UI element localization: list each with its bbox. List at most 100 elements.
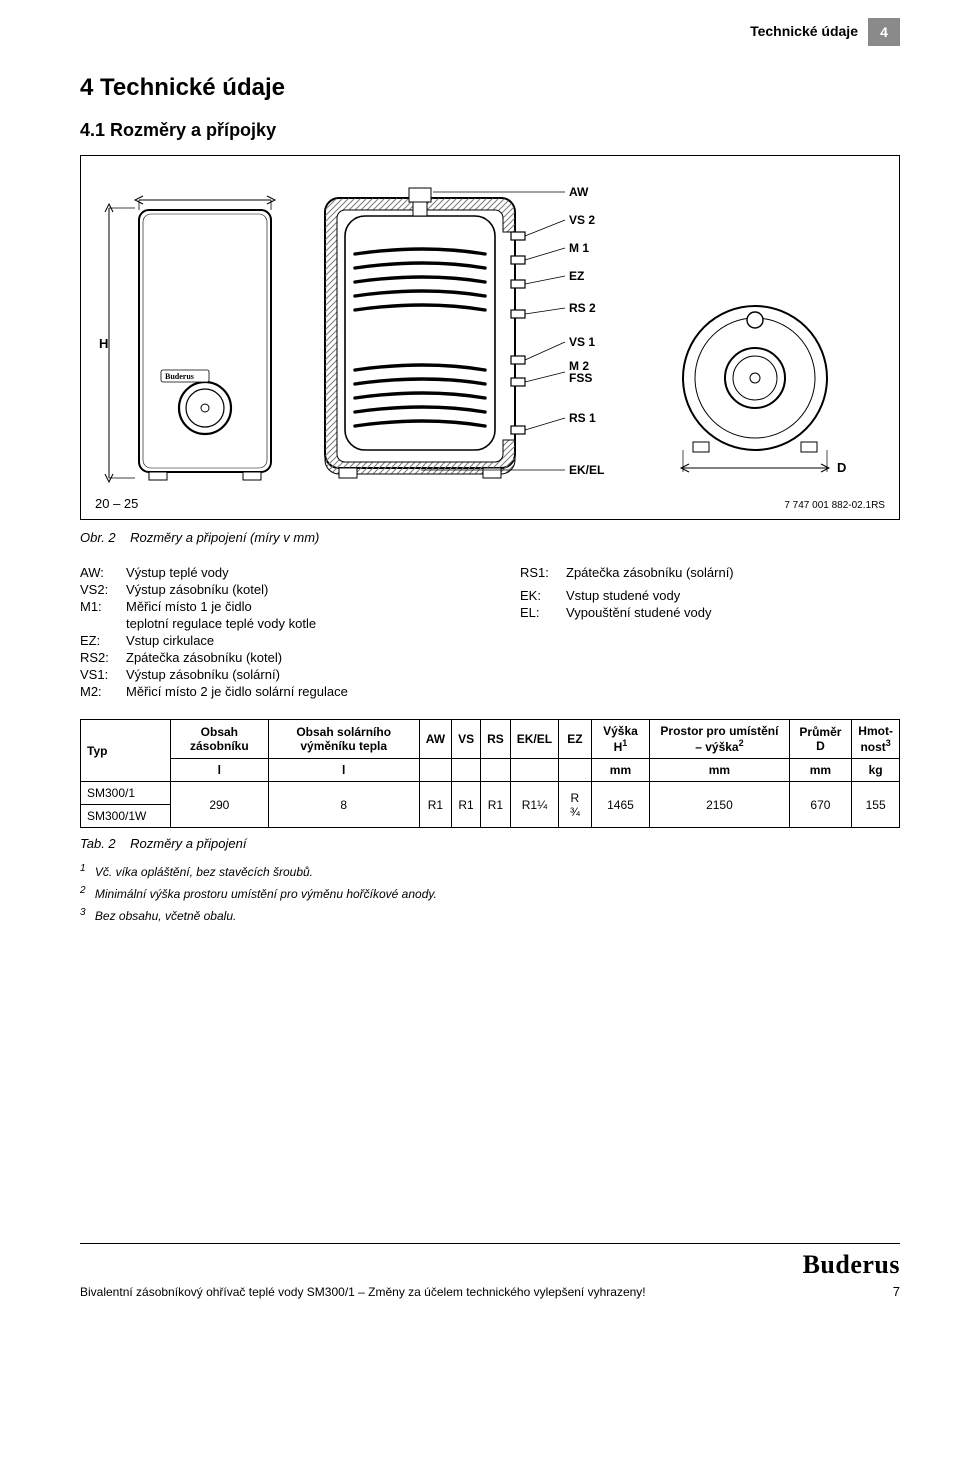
legend-key: RS1: (520, 565, 566, 580)
legend-row: EK:Vstup studené vody (520, 588, 900, 603)
table-cell: 670 (789, 782, 852, 828)
table-unit (481, 759, 511, 782)
legend-value: teplotní regulace teplé vody kotle (126, 616, 316, 631)
table-header: AW (419, 720, 451, 759)
legend-key: VS2: (80, 582, 126, 597)
table-unit (559, 759, 592, 782)
legend-key: RS2: (80, 650, 126, 665)
legend: AW:Výstup teplé vodyVS2:Výstup zásobníku… (80, 563, 900, 701)
legend-row: EZ:Vstup cirkulace (80, 633, 460, 648)
footnote: 1 Vč. víka opláštění, bez stavěcích šrou… (80, 863, 900, 879)
footer-line: Bivalentní zásobníkový ohřívač teplé vod… (80, 1285, 646, 1299)
figure-caption: Obr. 2 Rozměry a připojení (míry v mm) (80, 530, 900, 545)
table-header: VS (452, 720, 481, 759)
brand-plate: Buderus (165, 372, 194, 381)
label-VS1: VS 1 (569, 335, 595, 349)
legend-value: Měřicí místo 1 je čidlo (126, 599, 252, 614)
figure-id-text: 7 747 001 882-02.1RS (784, 500, 885, 511)
header-title: Technické údaje (750, 18, 868, 46)
page-footer: Bivalentní zásobníkový ohřívač teplé vod… (80, 1243, 900, 1299)
legend-row: M1:Měřicí místo 1 je čidlo (80, 599, 460, 614)
legend-value: Výstup zásobníku (solární) (126, 667, 280, 682)
table-header: Průměr D (789, 720, 852, 759)
figure-bottom-dim: 20 – 25 (95, 496, 138, 511)
diagram-top-view: D (665, 290, 855, 490)
table-cell: R ¾ (559, 782, 592, 828)
legend-key: M2: (80, 684, 126, 699)
table-unit: mm (591, 759, 650, 782)
label-AW: AW (569, 185, 589, 199)
legend-value: Výstup teplé vody (126, 565, 229, 580)
legend-row: VS2:Výstup zásobníku (kotel) (80, 582, 460, 597)
table-cell: 155 (852, 782, 900, 828)
label-EKEL: EK/EL (569, 463, 604, 477)
legend-key: M1: (80, 599, 126, 614)
table-unit (510, 759, 558, 782)
table-cell: R1 (481, 782, 511, 828)
table-cell: 8 (268, 782, 419, 828)
table-cell-typ: SM300/1W (81, 805, 171, 828)
legend-key: EK: (520, 588, 566, 603)
label-D: D (837, 460, 846, 475)
table-header: EZ (559, 720, 592, 759)
legend-value: Vstup cirkulace (126, 633, 214, 648)
figure-caption-lead: Obr. 2 (80, 530, 116, 545)
table-unit: mm (650, 759, 789, 782)
table-cell: 1465 (591, 782, 650, 828)
table-unit: l (171, 759, 269, 782)
figure-container: H Buderus (80, 155, 900, 520)
table-cell: R1 (419, 782, 451, 828)
legend-key: EL: (520, 605, 566, 620)
section-heading: 4 Technické údaje (80, 74, 900, 102)
legend-row: VS1:Výstup zásobníku (solární) (80, 667, 460, 682)
footer-brand: Buderus (803, 1250, 900, 1280)
legend-row: RS1:Zpátečka zásobníku (solární) (520, 565, 900, 580)
label-H: H (99, 336, 108, 351)
table-header: Obsah zásobníku (171, 720, 269, 759)
legend-value: Vypouštění studené vody (566, 605, 712, 620)
footnote: 2 Minimální výška prostoru umístění pro … (80, 885, 900, 901)
legend-row: AW:Výstup teplé vody (80, 565, 460, 580)
table-cell: R1 (452, 782, 481, 828)
table-header: Výška H1 (591, 720, 650, 759)
table-caption-lead: Tab. 2 (80, 836, 116, 851)
table-header: Hmot-nost3 (852, 720, 900, 759)
label-EZ: EZ (569, 269, 584, 283)
legend-row: RS2:Zpátečka zásobníku (kotel) (80, 650, 460, 665)
legend-key: VS1: (80, 667, 126, 682)
table-caption-text: Rozměry a připojení (130, 836, 246, 851)
table-cell: R1¼ (510, 782, 558, 828)
subsection-heading: 4.1 Rozměry a přípojky (80, 120, 900, 141)
footnotes: 1 Vč. víka opláštění, bez stavěcích šrou… (80, 863, 900, 923)
legend-row: EL:Vypouštění studené vody (520, 605, 900, 620)
legend-key (80, 616, 126, 631)
legend-value: Vstup studené vody (566, 588, 680, 603)
table-header: Typ (81, 720, 171, 782)
table-unit: l (268, 759, 419, 782)
legend-value: Výstup zásobníku (kotel) (126, 582, 268, 597)
table-header: Obsah solárního výměníku tepla (268, 720, 419, 759)
legend-key: AW: (80, 565, 126, 580)
legend-value: Zpátečka zásobníku (solární) (566, 565, 734, 580)
table-header: RS (481, 720, 511, 759)
legend-key: EZ: (80, 633, 126, 648)
header-chapter-number: 4 (868, 18, 900, 46)
legend-value: Zpátečka zásobníku (kotel) (126, 650, 282, 665)
table-header: Prostor pro umístění – výška2 (650, 720, 789, 759)
footer-page-number: 7 (803, 1284, 900, 1299)
legend-row: M2:Měřicí místo 2 je čidlo solární regul… (80, 684, 460, 699)
legend-row: teplotní regulace teplé vody kotle (80, 616, 460, 631)
table-unit (452, 759, 481, 782)
label-M1: M 1 (569, 241, 589, 255)
table-unit: mm (789, 759, 852, 782)
label-FSS: FSS (569, 371, 592, 385)
table-unit (419, 759, 451, 782)
footnote: 3 Bez obsahu, včetně obalu. (80, 907, 900, 923)
dimensions-table: TypObsah zásobníkuObsah solárního výmění… (80, 719, 900, 828)
label-VS2: VS 2 (569, 213, 595, 227)
legend-value: Měřicí místo 2 je čidlo solární regulace (126, 684, 348, 699)
table-cell-typ: SM300/1 (81, 782, 171, 805)
label-RS2: RS 2 (569, 301, 596, 315)
table-unit: kg (852, 759, 900, 782)
table-caption: Tab. 2 Rozměry a připojení (80, 836, 900, 851)
